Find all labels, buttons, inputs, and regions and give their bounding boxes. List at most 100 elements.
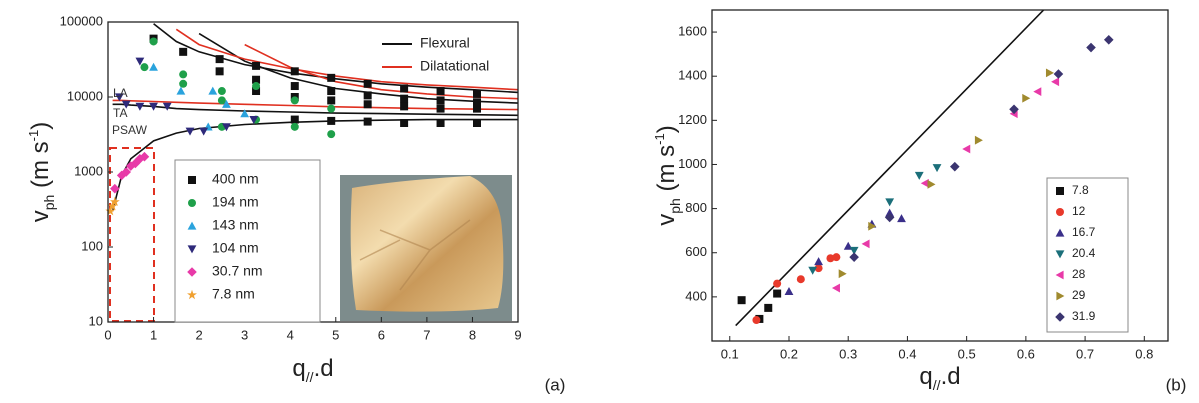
data-point xyxy=(327,87,335,95)
x-label-part: // xyxy=(933,377,941,393)
plot: 0.10.20.30.40.50.60.70.84006008001000120… xyxy=(652,10,1186,394)
data-point xyxy=(897,214,906,222)
inset-photo xyxy=(340,175,512,321)
data-point xyxy=(327,96,335,104)
page: {"chart_data": [ {"type": "scatter", "ys… xyxy=(0,0,1199,403)
y-tick-label: 1200 xyxy=(678,112,707,127)
legend-label: 7.8 nm xyxy=(212,286,255,302)
data-point xyxy=(473,90,481,98)
annotation: LA xyxy=(113,86,128,100)
data-point xyxy=(773,280,781,288)
data-point xyxy=(928,180,936,189)
data-point xyxy=(199,128,208,136)
data-point xyxy=(291,123,299,131)
y-tick-label: 1400 xyxy=(678,68,707,83)
highlight-box xyxy=(110,148,154,321)
y-label-part: -1 xyxy=(652,133,667,145)
y-tick-label: 400 xyxy=(685,288,707,303)
data-point xyxy=(149,63,158,71)
data-point xyxy=(252,62,260,70)
data-point xyxy=(1086,43,1096,53)
annotation: PSAW xyxy=(112,123,148,137)
data-point xyxy=(473,119,481,127)
x-tick-label: 0.2 xyxy=(780,346,798,361)
data-point xyxy=(832,253,840,261)
x-tick-label: 1 xyxy=(150,327,157,342)
x-tick-label: 6 xyxy=(378,327,385,342)
data-point xyxy=(364,100,372,108)
x-axis-label: q//.d xyxy=(919,363,960,392)
legend-label: 104 nm xyxy=(212,240,259,256)
data-point xyxy=(1051,77,1059,86)
data-point xyxy=(975,136,983,145)
data-point xyxy=(849,252,859,262)
y-axis-label: vph (m s-1) xyxy=(652,125,683,225)
data-point xyxy=(364,91,372,99)
legend-label: Flexural xyxy=(420,35,470,51)
y-tick-label: 600 xyxy=(685,244,707,259)
x-axis-label: q//.d xyxy=(292,355,333,384)
x-tick-label: 5 xyxy=(332,327,339,342)
data-point xyxy=(437,119,445,127)
data-point xyxy=(473,105,481,113)
data-point xyxy=(1054,69,1064,79)
x-tick-label: 0.7 xyxy=(1076,346,1094,361)
legend-label: 28 xyxy=(1072,267,1086,281)
x-tick-label: 3 xyxy=(241,327,248,342)
y-label-part: v xyxy=(27,210,54,222)
figure: 012345678910100100010000100000q//.dvph (… xyxy=(0,0,1199,403)
data-point xyxy=(179,80,187,88)
data-point xyxy=(176,87,185,95)
x-tick-label: 0.8 xyxy=(1135,346,1153,361)
data-point xyxy=(216,67,224,75)
x-label-part: q xyxy=(292,355,305,382)
legend-label: 20.4 xyxy=(1072,246,1096,260)
data-point xyxy=(140,63,148,71)
data-point xyxy=(738,296,746,304)
panel-label: (b) xyxy=(1166,375,1187,394)
data-point xyxy=(218,87,226,95)
data-point xyxy=(327,105,335,113)
y-tick-label: 10000 xyxy=(67,88,103,103)
data-point xyxy=(885,198,894,206)
data-point xyxy=(291,82,299,90)
data-point xyxy=(327,74,335,82)
data-point xyxy=(1046,68,1054,77)
data-point xyxy=(752,316,760,324)
data-point xyxy=(814,257,823,265)
data-point xyxy=(832,284,840,293)
y-label-part: v xyxy=(653,214,680,226)
data-point xyxy=(400,102,408,110)
data-point xyxy=(135,103,144,111)
x-label-part: .d xyxy=(314,355,334,382)
data-point xyxy=(1104,35,1114,45)
data-point xyxy=(400,84,408,92)
x-label-part: // xyxy=(306,369,314,385)
legend-label: 31.9 xyxy=(1072,309,1096,323)
data-point xyxy=(764,304,772,312)
x-label-part: q xyxy=(919,363,932,390)
y-label-part: ) xyxy=(653,125,680,133)
data-point xyxy=(773,290,781,298)
data-point xyxy=(437,105,445,113)
data-point xyxy=(291,96,299,104)
data-point xyxy=(400,119,408,127)
x-tick-label: 0.5 xyxy=(958,346,976,361)
data-point xyxy=(327,117,335,125)
x-tick-label: 9 xyxy=(514,327,521,342)
legend-label: 12 xyxy=(1072,204,1086,218)
data-point xyxy=(785,287,794,295)
data-point xyxy=(1022,94,1030,103)
data-point xyxy=(327,130,335,138)
curve xyxy=(736,10,1044,326)
legend-label: Dilatational xyxy=(420,58,489,74)
legend-marker xyxy=(188,176,196,184)
x-tick-label: 8 xyxy=(469,327,476,342)
data-point xyxy=(252,82,260,90)
legend-label: 194 nm xyxy=(212,194,259,210)
data-point xyxy=(950,162,960,172)
legend-marker xyxy=(188,199,196,207)
legend-marker xyxy=(1056,208,1064,216)
data-point xyxy=(437,96,445,104)
